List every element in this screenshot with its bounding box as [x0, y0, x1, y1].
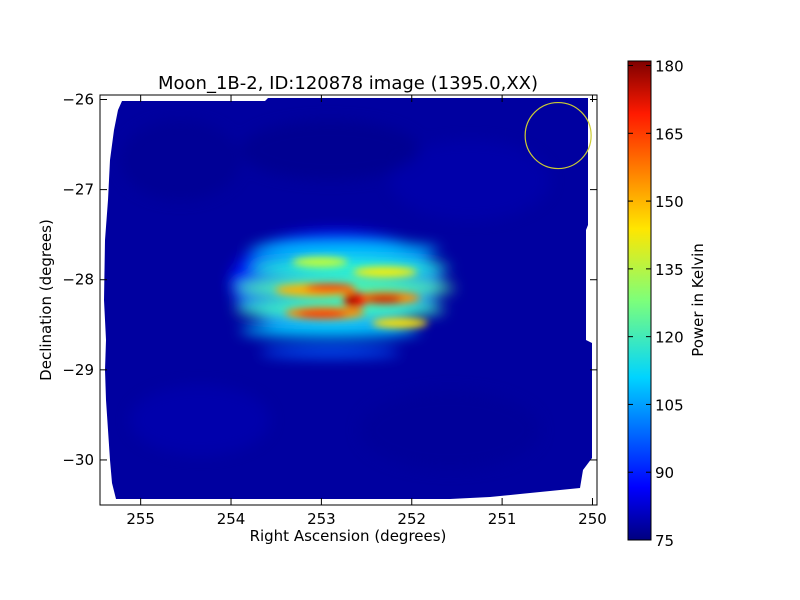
source-core: [275, 257, 428, 328]
x-tick-label: 250: [578, 510, 607, 528]
y-tick-label: −26: [62, 91, 94, 109]
colorbar-tick-label: 135: [655, 261, 684, 279]
colorbar-tick-label: 180: [655, 58, 684, 76]
colorbar: [627, 60, 652, 541]
heatmap-noise: [120, 120, 550, 470]
plot-frame: [99, 94, 598, 506]
x-tick-label: 253: [307, 510, 336, 528]
colorbar-tick-label: 75: [655, 532, 674, 550]
x-tick-label: 254: [217, 510, 246, 528]
x-axis-label: Right Ascension (degrees): [250, 527, 447, 545]
x-tick-label: 252: [397, 510, 426, 528]
colorbar-tick-label: 120: [655, 329, 684, 347]
chart-title: Moon_1B-2, ID:120878 image (1395.0,XX): [158, 73, 538, 94]
x-tick-label: 255: [126, 510, 155, 528]
y-axis-label: Declination (degrees): [37, 219, 55, 381]
colorbar-ticks: 75 90 105 120 135 150 165 180: [628, 58, 684, 550]
colorbar-label: Power in Kelvin: [689, 243, 707, 357]
y-tick-label: −29: [62, 361, 94, 379]
colorbar-tick-label: 150: [655, 193, 684, 211]
x-axis: 255 254 253 252 251 250: [126, 95, 607, 528]
y-tick-label: −28: [62, 271, 94, 289]
y-tick-label: −30: [62, 451, 94, 469]
y-tick-label: −27: [62, 181, 94, 199]
heatmap-image: [104, 98, 592, 499]
x-tick-label: 251: [488, 510, 517, 528]
colorbar-tick-label: 90: [655, 464, 674, 482]
beam-circle: [524, 101, 592, 170]
colorbar-tick-label: 165: [655, 125, 684, 143]
colorbar-tick-label: 105: [655, 396, 684, 414]
y-axis: −26 −27 −28 −29 −30: [62, 91, 597, 469]
